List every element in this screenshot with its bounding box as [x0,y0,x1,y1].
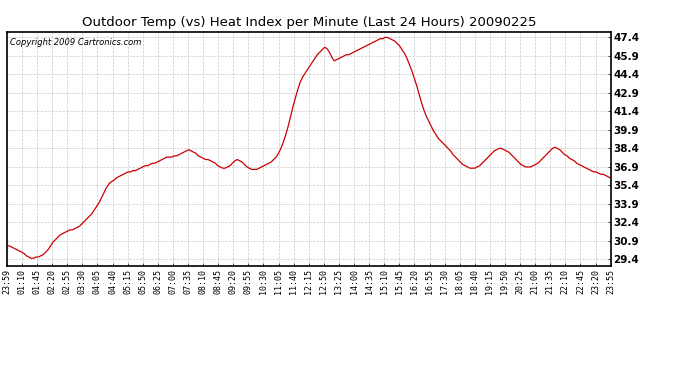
Title: Outdoor Temp (vs) Heat Index per Minute (Last 24 Hours) 20090225: Outdoor Temp (vs) Heat Index per Minute … [81,16,536,29]
Text: Copyright 2009 Cartronics.com: Copyright 2009 Cartronics.com [10,38,141,47]
